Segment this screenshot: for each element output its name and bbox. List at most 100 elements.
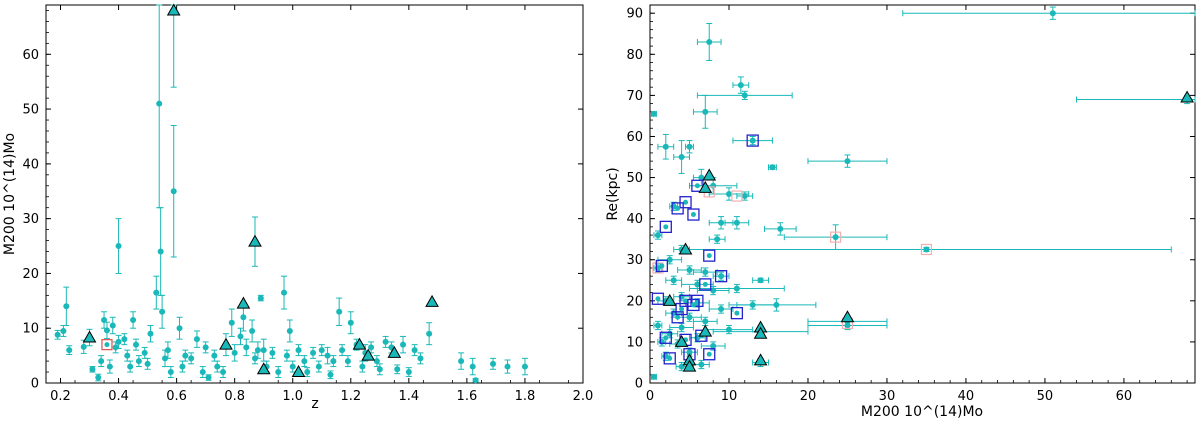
left-data-point [103, 327, 110, 334]
left-data-point [112, 344, 119, 351]
right-data-point [686, 267, 693, 274]
right-triangle-marker [753, 353, 768, 366]
left-data-point [260, 347, 267, 354]
left-data-point [417, 355, 424, 362]
left-data-point [469, 363, 476, 370]
left-data-point [411, 347, 418, 354]
left-data-point [472, 377, 479, 384]
left-data-point [66, 347, 73, 354]
left-data-point [170, 188, 177, 195]
left-triangle-marker [82, 330, 97, 343]
right-ytick-label: 80 [626, 48, 643, 63]
left-data-point [144, 360, 151, 367]
left-data-point [237, 333, 244, 340]
left-xtick-label: 0.4 [108, 389, 129, 404]
right-square-marker-blue [659, 331, 672, 344]
panel-radius-vs-mass: 0 10 20 30 40 50 60 0 10 20 30 40 50 60 70 80 90 M200 10… [605, 4, 1196, 420]
left-data-point [283, 352, 290, 359]
right-square-marker-blue [679, 294, 692, 307]
right-square-marker-blue [699, 278, 712, 291]
left-data-point [188, 355, 195, 362]
right-square-marker-blue [675, 302, 688, 316]
right-square-marker-blue [687, 298, 700, 312]
left-triangle-marker [291, 365, 306, 378]
right-ytick-label: 10 [626, 335, 643, 350]
left-data-point [153, 289, 160, 296]
right-data-point [675, 314, 681, 320]
right-ticks: 0 10 20 30 40 50 60 0 10 20 30 40 50 60 70 80 90 [626, 4, 1195, 404]
left-data-point [132, 341, 139, 348]
left-data-point [157, 248, 164, 255]
left-data-point [324, 352, 331, 359]
right-square-marker-blue [663, 352, 676, 365]
right-data-point [654, 322, 661, 329]
left-data-point [359, 363, 366, 370]
left-data-point [376, 366, 383, 373]
right-square-marker-blue [655, 259, 668, 273]
right-triangle-marker [662, 293, 677, 306]
right-data-point [710, 343, 717, 350]
left-data-point [382, 338, 389, 345]
right-square-marker-blue [651, 292, 665, 305]
left-data-point [327, 371, 334, 378]
left-data-point [490, 360, 497, 367]
right-data-point [718, 273, 724, 279]
left-xtick-label: 1.6 [457, 389, 478, 404]
right-data-point [690, 302, 696, 308]
right-data-point [1049, 10, 1056, 17]
left-data-point [124, 352, 131, 359]
right-square-marker-blue [730, 307, 744, 320]
left-data-point [426, 330, 433, 337]
left-data-point [109, 322, 116, 329]
left-ytick-label: 10 [22, 322, 39, 337]
left-data-point [310, 349, 317, 356]
left-data-point [228, 319, 235, 326]
right-data-point [662, 143, 669, 150]
left-data-point [211, 352, 218, 359]
right-data-point [659, 263, 665, 269]
right-data-point [777, 225, 784, 232]
right-data-point [725, 326, 732, 333]
x-axis-title-right: M200 10^(14)Mo [861, 404, 983, 420]
right-triangle-marker [840, 310, 855, 323]
left-data-point [281, 289, 288, 296]
left-data-point [286, 327, 293, 334]
left-data-point [304, 369, 311, 376]
right-ytick-label: 40 [626, 212, 643, 227]
right-data-point [663, 224, 669, 230]
left-data-point [193, 336, 200, 343]
left-data-point [176, 325, 183, 332]
right-ytick-label: 70 [626, 89, 643, 104]
left-data-point [295, 347, 302, 354]
left-data-point [127, 363, 134, 370]
right-data-point [667, 355, 673, 361]
left-data-point [318, 347, 325, 354]
right-data-point [694, 281, 701, 288]
right-data-point [757, 277, 764, 284]
left-triangle-marker [236, 296, 251, 309]
y-axis-title-right: Re(kpc) [605, 167, 621, 220]
right-data-point [844, 322, 851, 329]
left-data-point [405, 369, 412, 376]
right-data-point [698, 361, 705, 368]
right-square-marker-pink [920, 243, 933, 256]
right-data-point [718, 219, 725, 226]
right-data-point [706, 253, 712, 259]
left-data-point [156, 100, 163, 107]
left-data-point [147, 330, 154, 337]
right-triangle-marker [1180, 90, 1194, 103]
left-data-point [394, 366, 401, 373]
left-data-point [257, 295, 264, 302]
left-square-marker-red [101, 339, 113, 351]
left-data-point [121, 336, 128, 343]
right-data-point [710, 287, 717, 294]
left-data-point [101, 317, 108, 323]
left-xtick-label: 0.6 [166, 389, 187, 404]
right-data-point [650, 110, 657, 117]
left-data-point [254, 347, 261, 354]
left-data-point [344, 358, 351, 365]
left-data-point [301, 358, 308, 365]
right-triangle-marker [678, 242, 693, 255]
right-ytick-label: 30 [626, 253, 643, 268]
right-data-point [750, 138, 756, 144]
